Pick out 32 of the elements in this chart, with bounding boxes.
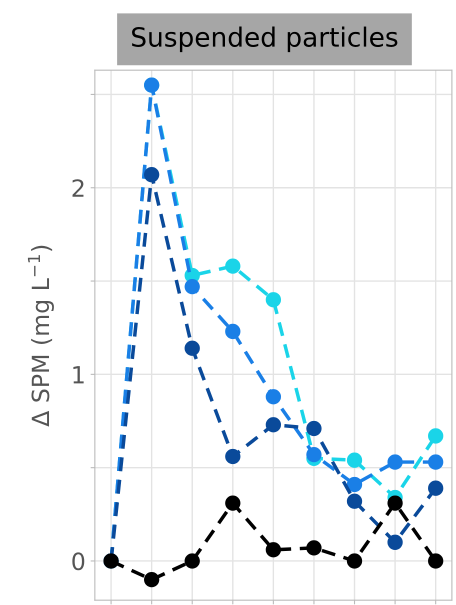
point bbox=[306, 446, 322, 462]
point bbox=[225, 258, 240, 274]
point bbox=[428, 454, 444, 470]
y-axis-title: Δ SPM (mg L$^{−1}$) bbox=[28, 246, 54, 427]
point bbox=[225, 324, 240, 340]
point bbox=[387, 534, 403, 550]
point bbox=[184, 279, 200, 294]
point bbox=[428, 480, 444, 496]
point bbox=[144, 167, 160, 182]
point bbox=[266, 389, 282, 404]
point bbox=[306, 420, 322, 436]
y-tick-label: 0 bbox=[72, 552, 84, 570]
point bbox=[387, 454, 403, 470]
point bbox=[266, 542, 282, 558]
point bbox=[387, 495, 403, 511]
point bbox=[266, 292, 282, 308]
point bbox=[428, 428, 444, 444]
y-tick-label: 2 bbox=[72, 179, 84, 197]
chart-title: Suspended particles bbox=[132, 26, 398, 52]
point bbox=[428, 553, 444, 569]
point bbox=[225, 495, 240, 511]
y-tick-label: 1 bbox=[73, 366, 84, 384]
point bbox=[225, 448, 240, 464]
point bbox=[346, 553, 362, 569]
point bbox=[346, 476, 362, 492]
point bbox=[306, 540, 322, 556]
point bbox=[184, 340, 200, 356]
point bbox=[346, 452, 362, 468]
point bbox=[266, 417, 282, 432]
point bbox=[346, 494, 362, 509]
point bbox=[144, 572, 160, 588]
point bbox=[184, 553, 200, 569]
